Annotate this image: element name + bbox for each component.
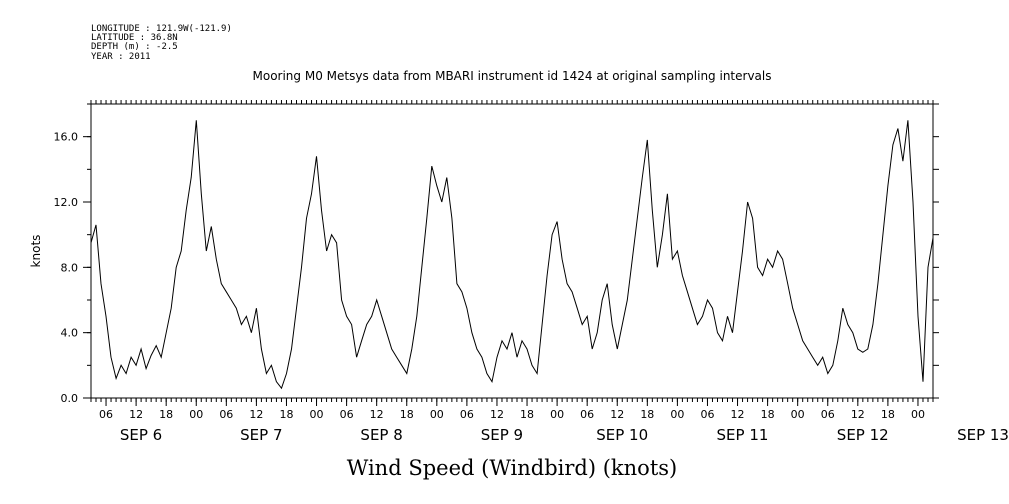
hour-tick-label: 18 <box>279 408 293 421</box>
hour-tick-label: 12 <box>249 408 263 421</box>
wind-speed-series-line <box>90 120 934 390</box>
hour-tick-label: 06 <box>700 408 714 421</box>
year-label: YEAR : 2011 <box>91 52 151 62</box>
hour-tick-label: 06 <box>580 408 594 421</box>
hour-tick-label: 06 <box>460 408 474 421</box>
hour-tick-label: 18 <box>881 408 895 421</box>
hour-tick-label: 12 <box>490 408 504 421</box>
hour-tick-label: 00 <box>791 408 805 421</box>
day-label: SEP 7 <box>240 426 282 444</box>
hour-tick-label: 06 <box>821 408 835 421</box>
day-label: SEP 12 <box>837 426 889 444</box>
hour-tick-label: 18 <box>761 408 775 421</box>
hour-tick-label: 12 <box>731 408 745 421</box>
longitude-label: LONGITUDE : 121.9W(-121.9) <box>91 24 232 34</box>
hour-tick-label: 00 <box>310 408 324 421</box>
hour-tick-label: 00 <box>911 408 925 421</box>
y-tick-label: 0.0 <box>61 392 79 405</box>
hour-tick-label: 00 <box>189 408 203 421</box>
plot-frame <box>90 103 934 399</box>
x-axis-label: Wind Speed (Windbird) (knots) <box>347 456 677 480</box>
y-tick-label: 12.0 <box>54 196 79 209</box>
hour-tick-label: 18 <box>159 408 173 421</box>
hour-tick-label: 00 <box>550 408 564 421</box>
chart-title: Mooring M0 Metsys data from MBARI instru… <box>253 69 772 83</box>
top-minor-ticks <box>90 100 934 104</box>
hour-tick-label: 06 <box>99 408 113 421</box>
y-axis-ticks: 0.0 4.0 8.0 12.0 16.0 <box>54 103 939 405</box>
day-label: SEP 10 <box>596 426 648 444</box>
day-label: SEP 13 <box>957 426 1009 444</box>
y-tick-label: 8.0 <box>61 261 79 274</box>
hour-tick-label: 06 <box>340 408 354 421</box>
latitude-label: LATITUDE : 36.8N <box>91 33 178 43</box>
hour-tick-label: 12 <box>370 408 384 421</box>
hour-tick-label: 06 <box>219 408 233 421</box>
hour-tick-label: 12 <box>129 408 143 421</box>
hour-tick-label: 00 <box>430 408 444 421</box>
day-label: SEP 8 <box>360 426 402 444</box>
day-label: SEP 9 <box>481 426 523 444</box>
hour-tick-label: 12 <box>610 408 624 421</box>
hour-tick-label: 00 <box>670 408 684 421</box>
y-axis-label: knots <box>29 235 43 268</box>
y-tick-label: 4.0 <box>61 327 79 340</box>
hour-tick-label: 18 <box>640 408 654 421</box>
y-tick-label: 16.0 <box>54 131 79 144</box>
hour-tick-label: 18 <box>400 408 414 421</box>
bottom-ticks <box>90 398 934 406</box>
hour-tick-label: 18 <box>520 408 534 421</box>
depth-label: DEPTH (m) : -2.5 <box>91 42 178 52</box>
hour-tick-labels: 06 12 18 00 06 12 18 00 06 12 18 00 06 12 18 00 06 12 18 00… <box>99 408 925 421</box>
day-label: SEP 6 <box>120 426 162 444</box>
day-labels: SEP 6 SEP 7 SEP 8 SEP 9 SEP 10 SEP 11 SEP 12 SE… <box>120 426 1009 444</box>
day-label: SEP 11 <box>717 426 769 444</box>
hour-tick-label: 12 <box>851 408 865 421</box>
